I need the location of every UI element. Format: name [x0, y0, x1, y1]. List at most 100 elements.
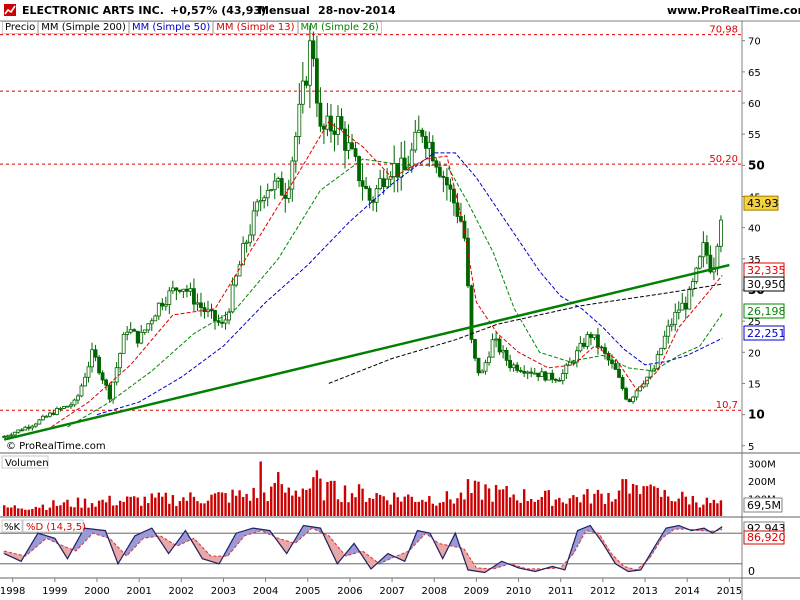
candle-body: [539, 371, 544, 378]
volume-bar: [319, 478, 322, 516]
candle-body: [121, 334, 126, 354]
stoch-k-label-box: [1, 519, 23, 533]
volume-bar: [607, 492, 610, 516]
candle-body: [220, 321, 224, 324]
volume-bar: [220, 492, 224, 516]
stoch-d-value-box: [743, 530, 785, 545]
last-price-box: [743, 195, 779, 211]
volume-bar: [161, 496, 164, 516]
volume-bar: [389, 504, 392, 516]
volume-bar: [631, 483, 635, 516]
volume-bar: [656, 487, 659, 516]
volume-bar: [59, 505, 62, 516]
volume-bar: [681, 491, 684, 516]
volume-bar: [280, 484, 283, 516]
stoch-zero-label: 0: [748, 565, 755, 578]
candle-body: [378, 178, 383, 190]
volume-bar: [438, 502, 442, 516]
volume-bar: [104, 502, 108, 516]
candle-body: [114, 367, 119, 383]
volume-bar: [712, 499, 716, 516]
site-url[interactable]: www.ProRealTime.com: [667, 4, 800, 17]
volume-bar: [115, 505, 118, 516]
volume-bar: [667, 496, 670, 516]
volume-bar: [133, 496, 136, 516]
legend-ma50[interactable]: MM (Simple 50): [128, 21, 214, 34]
candle-body: [336, 116, 340, 135]
volume-bar: [150, 493, 153, 516]
candle-body: [589, 334, 593, 338]
candle-body: [139, 331, 144, 344]
candle-body: [199, 302, 203, 308]
candle-body: [515, 364, 520, 371]
candle-body: [459, 216, 463, 222]
volume-bar: [224, 493, 227, 516]
legend-ma26[interactable]: MM (Simple 26): [297, 21, 382, 34]
volume-bar: [547, 490, 550, 516]
volume-bar: [357, 484, 361, 516]
trend-line[interactable]: [3, 263, 730, 441]
volume-bar: [270, 486, 273, 516]
candle-body: [560, 373, 565, 381]
candle-body: [163, 304, 168, 307]
volume-bar: [589, 503, 593, 516]
last-price-label: 43,93: [747, 197, 779, 210]
volume-bar: [400, 501, 403, 516]
volume-bar: [663, 489, 666, 516]
volume-bar: [561, 502, 565, 516]
volume-bar: [417, 501, 420, 516]
legend-price[interactable]: Precio: [2, 21, 39, 34]
volume-bar: [403, 496, 406, 516]
candle-body: [262, 197, 267, 201]
x-tick-label: 2003: [211, 586, 236, 597]
volume-bar: [241, 496, 245, 516]
x-tick-label: 2007: [379, 586, 404, 597]
ma13-line: [46, 120, 723, 431]
volume-bar: [530, 498, 533, 516]
candle-body: [83, 376, 87, 387]
stoch-d-line: [4, 527, 723, 571]
candle-body: [79, 385, 84, 397]
candle-body: [525, 371, 530, 374]
volume-bar: [498, 489, 501, 516]
candle-body: [192, 288, 196, 305]
candle-body: [19, 429, 24, 432]
candle-body: [676, 309, 681, 313]
candle-body: [469, 285, 474, 340]
volume-panel-label[interactable]: Volumen: [5, 458, 49, 469]
volume-bar: [445, 491, 449, 516]
volume-bar: [652, 486, 656, 516]
volume-bar: [52, 500, 55, 516]
candle-body: [574, 350, 579, 363]
volume-bar: [375, 493, 378, 516]
candle-body: [5, 435, 10, 438]
volume-bar: [522, 489, 526, 516]
volume-bar: [122, 501, 125, 516]
candle-body: [673, 311, 678, 325]
x-tick-label: 2013: [632, 586, 657, 597]
volume-bar: [410, 496, 413, 516]
volume-tick-label: 200M: [748, 477, 776, 488]
candle-body: [188, 288, 193, 292]
volume-bar: [368, 497, 371, 516]
candle-body: [160, 302, 165, 307]
stoch-d-label[interactable]: %D (14,3,5): [26, 522, 86, 533]
legend-ma200[interactable]: MM (Simple 200): [38, 21, 129, 34]
candle-body: [582, 342, 586, 347]
candle-body: [620, 377, 625, 389]
volume-bar: [719, 500, 723, 516]
candle-body: [279, 178, 284, 196]
candle-body: [536, 372, 541, 378]
volume-bar: [354, 497, 357, 516]
volume-bar: [13, 505, 16, 516]
stoch-k-label[interactable]: %K: [4, 522, 21, 533]
volume-last-label: 69,5M: [747, 499, 781, 512]
legend-ma13[interactable]: MM (Simple 13): [213, 21, 298, 34]
x-tick-label: 2001: [126, 586, 151, 597]
volume-bar: [69, 506, 73, 516]
volume-bar: [428, 496, 431, 516]
x-tick-label: 2014: [674, 586, 699, 597]
candle-body: [30, 425, 35, 429]
candle-body: [634, 390, 639, 398]
volume-bar: [628, 493, 631, 516]
